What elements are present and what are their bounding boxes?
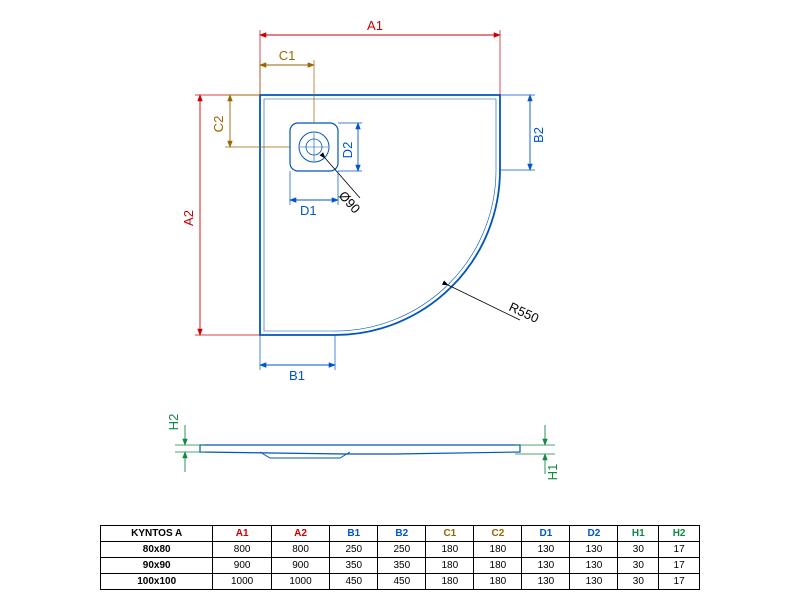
col-A1: A1 bbox=[213, 526, 271, 542]
dim-b1: B1 bbox=[260, 335, 335, 383]
col-H2: H2 bbox=[659, 526, 700, 542]
table-title: KYNTOS A bbox=[101, 526, 213, 542]
dim-c2: C2 bbox=[211, 95, 290, 147]
col-H1: H1 bbox=[618, 526, 659, 542]
svg-text:B2: B2 bbox=[531, 127, 546, 143]
col-C1: C1 bbox=[426, 526, 474, 542]
col-B1: B1 bbox=[330, 526, 378, 542]
dimensions-table: KYNTOS A A1A2B1B2C1C2D1D2H1H2 80x8080080… bbox=[100, 525, 700, 590]
table-row: 100x100100010004504501801801301303017 bbox=[101, 574, 700, 590]
svg-text:C1: C1 bbox=[279, 48, 296, 63]
dim-b2: B2 bbox=[500, 95, 546, 170]
dim-d2: D2 bbox=[338, 123, 362, 171]
col-C2: C2 bbox=[474, 526, 522, 542]
dim-h2: H2 bbox=[166, 414, 181, 431]
table-row: 90x909009003503501801801301303017 bbox=[101, 558, 700, 574]
side-profile: H2 H1 bbox=[166, 414, 560, 481]
dim-d1: D1 bbox=[290, 171, 338, 218]
svg-text:C2: C2 bbox=[211, 116, 226, 133]
dim-a1: A1 bbox=[260, 18, 500, 95]
dim-h1: H1 bbox=[545, 464, 560, 481]
col-B2: B2 bbox=[378, 526, 426, 542]
svg-text:A1: A1 bbox=[367, 18, 383, 33]
svg-text:B1: B1 bbox=[289, 368, 305, 383]
dim-c1: C1 bbox=[260, 48, 314, 123]
drain-diameter-label: Ø90 bbox=[336, 188, 364, 216]
col-D2: D2 bbox=[570, 526, 618, 542]
svg-text:D2: D2 bbox=[340, 142, 355, 159]
technical-drawing: R550 Ø90 A1 A2 B1 B2 C1 bbox=[0, 0, 800, 490]
col-D1: D1 bbox=[522, 526, 570, 542]
radius-label: R550 bbox=[507, 299, 542, 326]
svg-text:D1: D1 bbox=[300, 203, 317, 218]
svg-text:A2: A2 bbox=[181, 210, 196, 226]
col-A2: A2 bbox=[271, 526, 329, 542]
table-row: 80x808008002502501801801301303017 bbox=[101, 542, 700, 558]
